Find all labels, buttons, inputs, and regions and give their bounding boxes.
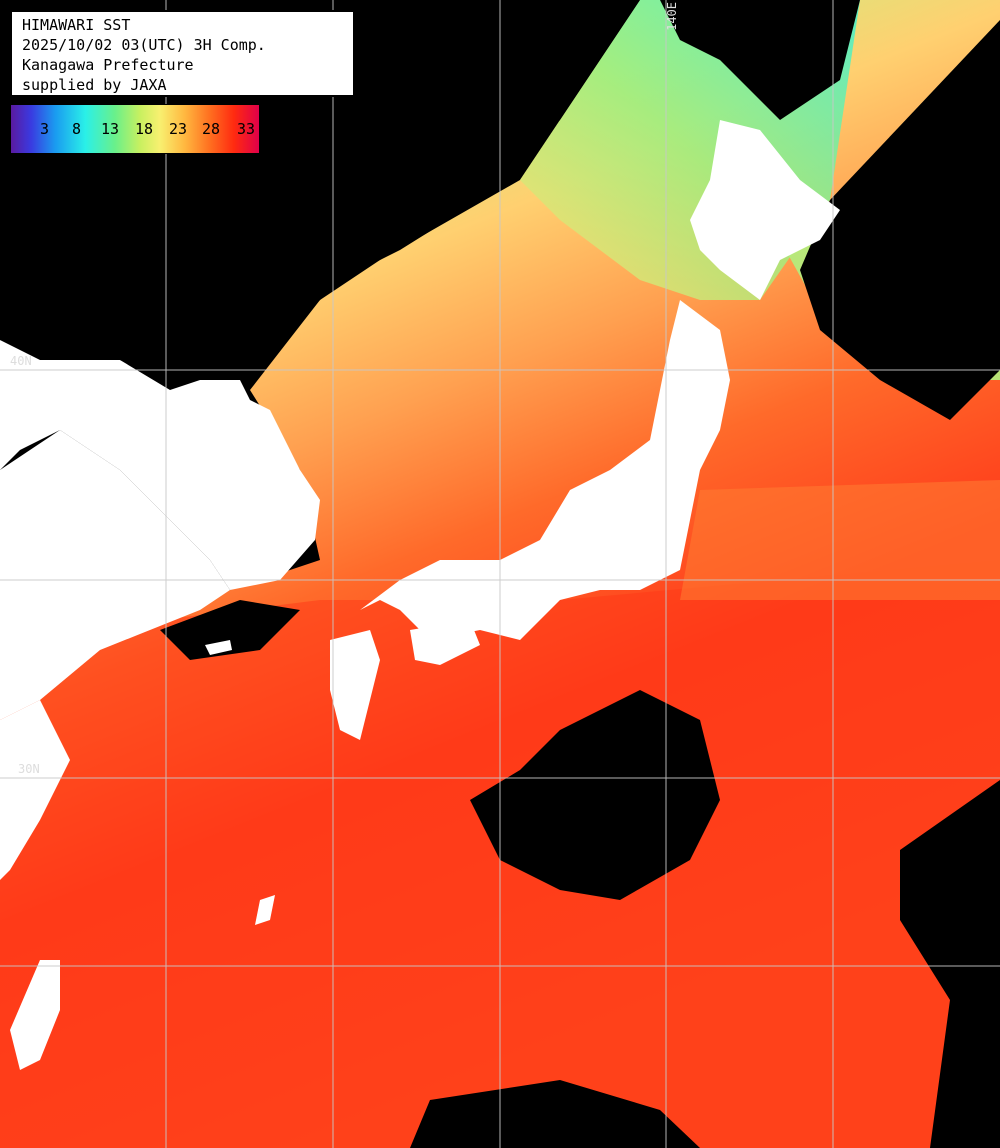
temperature-legend: 3 8 13 18 23 28 33 bbox=[10, 104, 260, 154]
legend-tick: 13 bbox=[101, 120, 120, 138]
legend-labels: 3 8 13 18 23 28 33 bbox=[11, 120, 259, 140]
land-jeju bbox=[205, 640, 232, 655]
land-china-south bbox=[0, 700, 70, 880]
lat-label-40n: 40N bbox=[10, 354, 32, 368]
lon-label-140e: 140E bbox=[665, 2, 679, 31]
info-region: Kanagawa Prefecture bbox=[22, 56, 194, 74]
cloud-north bbox=[660, 0, 860, 120]
info-datetime: 2025/10/02 03(UTC) 3H Comp. bbox=[22, 36, 266, 54]
legend-tick: 33 bbox=[237, 120, 256, 138]
info-box: HIMAWARI SST 2025/10/02 03(UTC) 3H Comp.… bbox=[10, 10, 355, 97]
legend-tick: 8 bbox=[72, 120, 82, 138]
land-honshu bbox=[360, 300, 730, 640]
legend-tick: 23 bbox=[169, 120, 188, 138]
land-china-coast bbox=[0, 430, 230, 720]
legend-tick: 28 bbox=[202, 120, 221, 138]
cloud-north-east bbox=[800, 20, 1000, 420]
cloud-central bbox=[470, 690, 720, 900]
land-hokkaido bbox=[690, 120, 840, 300]
cloud-southeast bbox=[900, 780, 1000, 1148]
info-credit: supplied by JAXA bbox=[22, 76, 167, 94]
cloud-west bbox=[160, 600, 300, 660]
info-title: HIMAWARI SST bbox=[22, 16, 131, 34]
land-taiwan bbox=[10, 960, 60, 1070]
lat-label-30n: 30N bbox=[18, 762, 40, 776]
land-okinawa bbox=[255, 895, 275, 925]
legend-tick: 3 bbox=[40, 120, 50, 138]
cloud-south bbox=[410, 1080, 700, 1148]
legend-tick: 18 bbox=[135, 120, 154, 138]
offshore-warm bbox=[680, 480, 1000, 600]
land-sado bbox=[400, 128, 428, 160]
land-korea-china bbox=[0, 340, 320, 590]
land-shikoku bbox=[410, 620, 480, 665]
land-kyushu bbox=[330, 630, 380, 740]
